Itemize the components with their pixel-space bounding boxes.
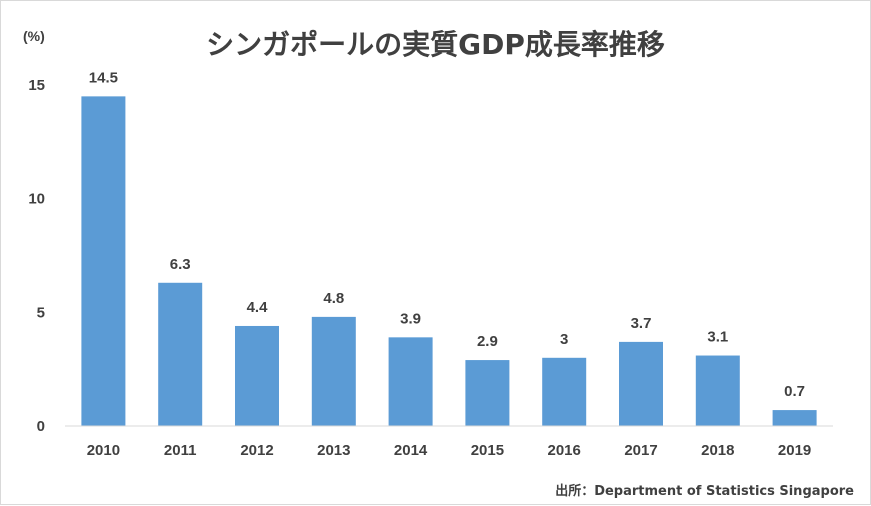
data-label: 3.9 bbox=[400, 310, 421, 327]
x-tick-label: 2015 bbox=[471, 442, 504, 459]
x-tick-label: 2010 bbox=[87, 442, 120, 459]
x-tick-label: 2012 bbox=[240, 442, 273, 459]
x-tick-label: 2014 bbox=[394, 442, 428, 459]
x-tick-label: 2018 bbox=[701, 442, 734, 459]
bar bbox=[311, 316, 356, 426]
y-tick-label: 0 bbox=[37, 418, 45, 435]
source-note: 出所：Department of Statistics Singapore bbox=[555, 484, 854, 499]
data-label: 6.3 bbox=[170, 256, 191, 273]
x-tick-label: 2017 bbox=[624, 442, 657, 459]
bar bbox=[542, 357, 587, 426]
bar bbox=[235, 325, 279, 426]
data-label: 3 bbox=[560, 331, 568, 348]
x-tick-label: 2013 bbox=[317, 442, 350, 459]
data-label: 3.7 bbox=[631, 315, 652, 332]
x-tick-label: 2019 bbox=[778, 442, 811, 459]
bar bbox=[695, 355, 740, 426]
bar bbox=[388, 337, 433, 426]
bar bbox=[81, 96, 126, 426]
data-label: 3.1 bbox=[707, 329, 728, 346]
bar bbox=[619, 341, 663, 426]
y-tick-label: 5 bbox=[37, 304, 45, 321]
bar bbox=[158, 282, 203, 426]
y-tick-label: 10 bbox=[28, 191, 45, 208]
y-tick-label: 15 bbox=[28, 77, 45, 94]
x-tick-label: 2011 bbox=[164, 442, 197, 459]
data-label: 14.5 bbox=[89, 69, 118, 86]
bar bbox=[465, 360, 510, 426]
data-label: 4.8 bbox=[323, 290, 344, 307]
bar bbox=[772, 410, 817, 426]
chart-title: シンガポールの実質GDP成長率推移 bbox=[206, 28, 665, 61]
y-axis-unit: (%) bbox=[23, 28, 45, 44]
x-tick-label: 2016 bbox=[548, 442, 581, 459]
data-label: 0.7 bbox=[784, 383, 805, 400]
data-label: 2.9 bbox=[477, 333, 498, 350]
data-label: 4.4 bbox=[247, 299, 269, 316]
